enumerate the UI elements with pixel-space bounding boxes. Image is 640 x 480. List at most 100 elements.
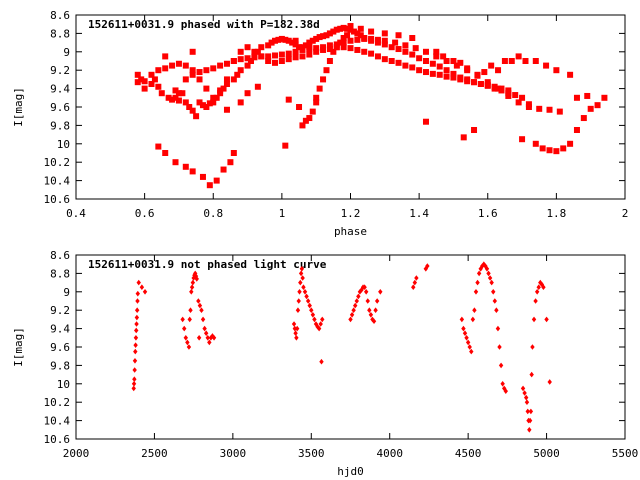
phased-data-point xyxy=(306,51,313,58)
phased-data-point xyxy=(471,79,478,86)
unphased-data-point xyxy=(527,427,532,433)
unphased-data-point xyxy=(189,289,194,295)
phased-data-point xyxy=(512,92,519,99)
phased-data-point xyxy=(409,35,416,41)
unphased-data-point xyxy=(200,316,206,323)
phased-data-point xyxy=(182,99,189,106)
phased-data-point xyxy=(429,60,436,67)
unphased-data-point xyxy=(534,289,540,295)
unphased-data-point xyxy=(544,316,549,323)
phased-data-point xyxy=(189,48,196,55)
unphased-data-point xyxy=(465,339,471,346)
phased-data-point xyxy=(292,41,299,48)
phased-data-point xyxy=(546,147,553,154)
phased-data-point xyxy=(484,81,491,88)
unphased-data-point xyxy=(296,298,301,304)
phased-x-tick-label: 1 xyxy=(279,207,286,220)
phased-data-point xyxy=(278,58,285,64)
unphased-data-point xyxy=(356,293,361,300)
phased-data-point xyxy=(337,25,344,32)
unphased-data-point xyxy=(524,399,530,405)
phased-data-point xyxy=(546,106,553,113)
unphased-data-point xyxy=(191,275,196,281)
phased-data-point xyxy=(234,71,241,78)
phased-data-point xyxy=(326,46,333,53)
phased-data-point xyxy=(251,54,258,61)
phased-data-point xyxy=(422,69,429,76)
unphased-data-point xyxy=(134,314,140,321)
phased-data-point xyxy=(450,74,457,81)
phased-data-point xyxy=(323,32,330,39)
phased-data-point xyxy=(151,76,158,83)
unphased-data-point xyxy=(476,270,482,277)
phased-data-point xyxy=(244,55,251,62)
phased-data-point xyxy=(196,69,203,76)
unphased-data-point xyxy=(547,379,552,385)
phased-data-point xyxy=(488,62,495,69)
phased-data-point xyxy=(244,90,251,97)
unphased-data-point xyxy=(189,284,195,290)
phased-y-tick-label: 8.6 xyxy=(50,9,70,22)
phased-data-point xyxy=(347,45,354,52)
phased-data-point xyxy=(337,39,344,46)
phased-data-point xyxy=(272,52,279,59)
phased-data-point xyxy=(134,79,141,86)
unphased-data-point xyxy=(531,316,537,323)
phased-data-point xyxy=(354,36,361,43)
unphased-data-point xyxy=(197,302,203,309)
phased-x-tick-label: 0.4 xyxy=(66,207,86,220)
unphased-data-point xyxy=(133,335,139,341)
unphased-data-point xyxy=(461,325,466,332)
phased-data-point xyxy=(306,115,313,122)
phased-data-point xyxy=(347,37,354,44)
phased-data-point xyxy=(213,177,220,184)
phased-data-point xyxy=(258,53,265,60)
unphased-data-point xyxy=(207,339,212,346)
phased-data-point xyxy=(278,35,285,42)
phased-data-point xyxy=(268,39,275,46)
phased-x-tick-label: 1.6 xyxy=(478,207,498,220)
phased-data-point xyxy=(491,83,498,90)
unphased-x-tick-label: 3500 xyxy=(298,447,325,460)
phased-y-tick-label: 10 xyxy=(57,138,70,151)
unphased-y-tick-label: 8.6 xyxy=(50,249,70,262)
phased-data-point xyxy=(213,94,220,101)
phased-data-point xyxy=(313,35,320,42)
phased-data-point xyxy=(402,62,409,69)
phased-data-point xyxy=(450,70,457,77)
phased-data-point xyxy=(501,58,508,64)
phased-data-point xyxy=(237,99,244,106)
unphased-data-point xyxy=(312,316,317,323)
phased-data-point xyxy=(505,87,512,94)
phased-data-point xyxy=(326,58,333,64)
phased-data-point xyxy=(282,36,289,43)
phased-data-point xyxy=(422,48,429,55)
unphased-data-point xyxy=(182,325,187,332)
phased-data-point xyxy=(251,48,258,55)
phased-data-point xyxy=(316,34,323,41)
phased-data-point xyxy=(189,107,196,114)
phased-data-point xyxy=(522,58,529,64)
phased-data-point xyxy=(330,28,337,35)
phased-y-axis-label: I[mag] xyxy=(12,87,25,127)
phased-data-point xyxy=(237,67,244,74)
unphased-data-point xyxy=(541,284,546,290)
phased-data-point xyxy=(388,44,395,51)
phased-data-point xyxy=(206,100,213,107)
unphased-data-point xyxy=(309,307,314,313)
phased-data-point xyxy=(272,59,279,66)
unphased-data-point xyxy=(459,316,465,323)
phased-data-point xyxy=(333,26,340,33)
phased-data-point xyxy=(141,78,148,85)
unphased-data-point xyxy=(351,307,356,313)
unphased-data-point xyxy=(292,325,298,332)
unphased-y-tick-label: 9.8 xyxy=(50,359,70,372)
unphased-data-point xyxy=(500,381,505,387)
unphased-data-point xyxy=(210,333,215,339)
phased-data-point xyxy=(560,145,567,152)
phased-data-point xyxy=(254,83,261,90)
unphased-data-point xyxy=(523,394,529,401)
phased-data-point xyxy=(320,76,327,83)
unphased-data-point xyxy=(470,316,476,323)
